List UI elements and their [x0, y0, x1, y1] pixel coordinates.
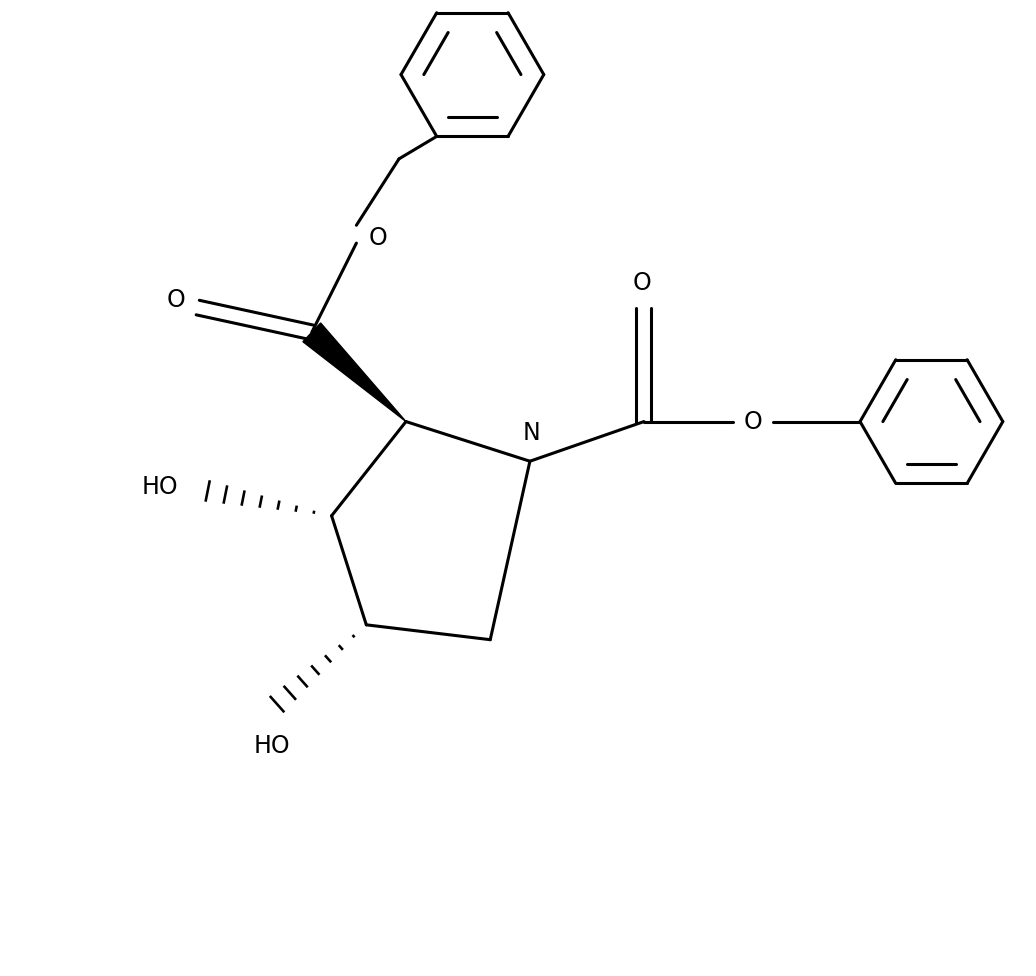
Text: N: N — [523, 422, 541, 445]
Text: O: O — [744, 410, 762, 433]
Text: O: O — [167, 288, 185, 311]
Text: O: O — [633, 270, 652, 295]
Text: O: O — [369, 226, 387, 250]
Text: HO: HO — [254, 734, 290, 758]
Polygon shape — [303, 323, 406, 422]
Text: HO: HO — [141, 475, 178, 499]
